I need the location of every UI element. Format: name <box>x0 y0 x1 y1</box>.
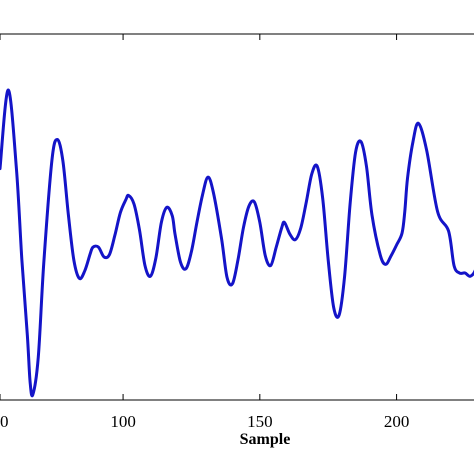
x-ticks: 50 100 150 200 <box>0 34 409 431</box>
series-line <box>0 88 474 398</box>
x-tick-label: 200 <box>384 412 410 431</box>
x-tick-label: 100 <box>110 412 136 431</box>
x-tick-label: 150 <box>247 412 273 431</box>
x-axis-label: Sample <box>240 431 291 448</box>
x-tick-label: 50 <box>0 412 9 431</box>
series-layer <box>0 88 474 398</box>
plot-frame <box>0 33 474 401</box>
